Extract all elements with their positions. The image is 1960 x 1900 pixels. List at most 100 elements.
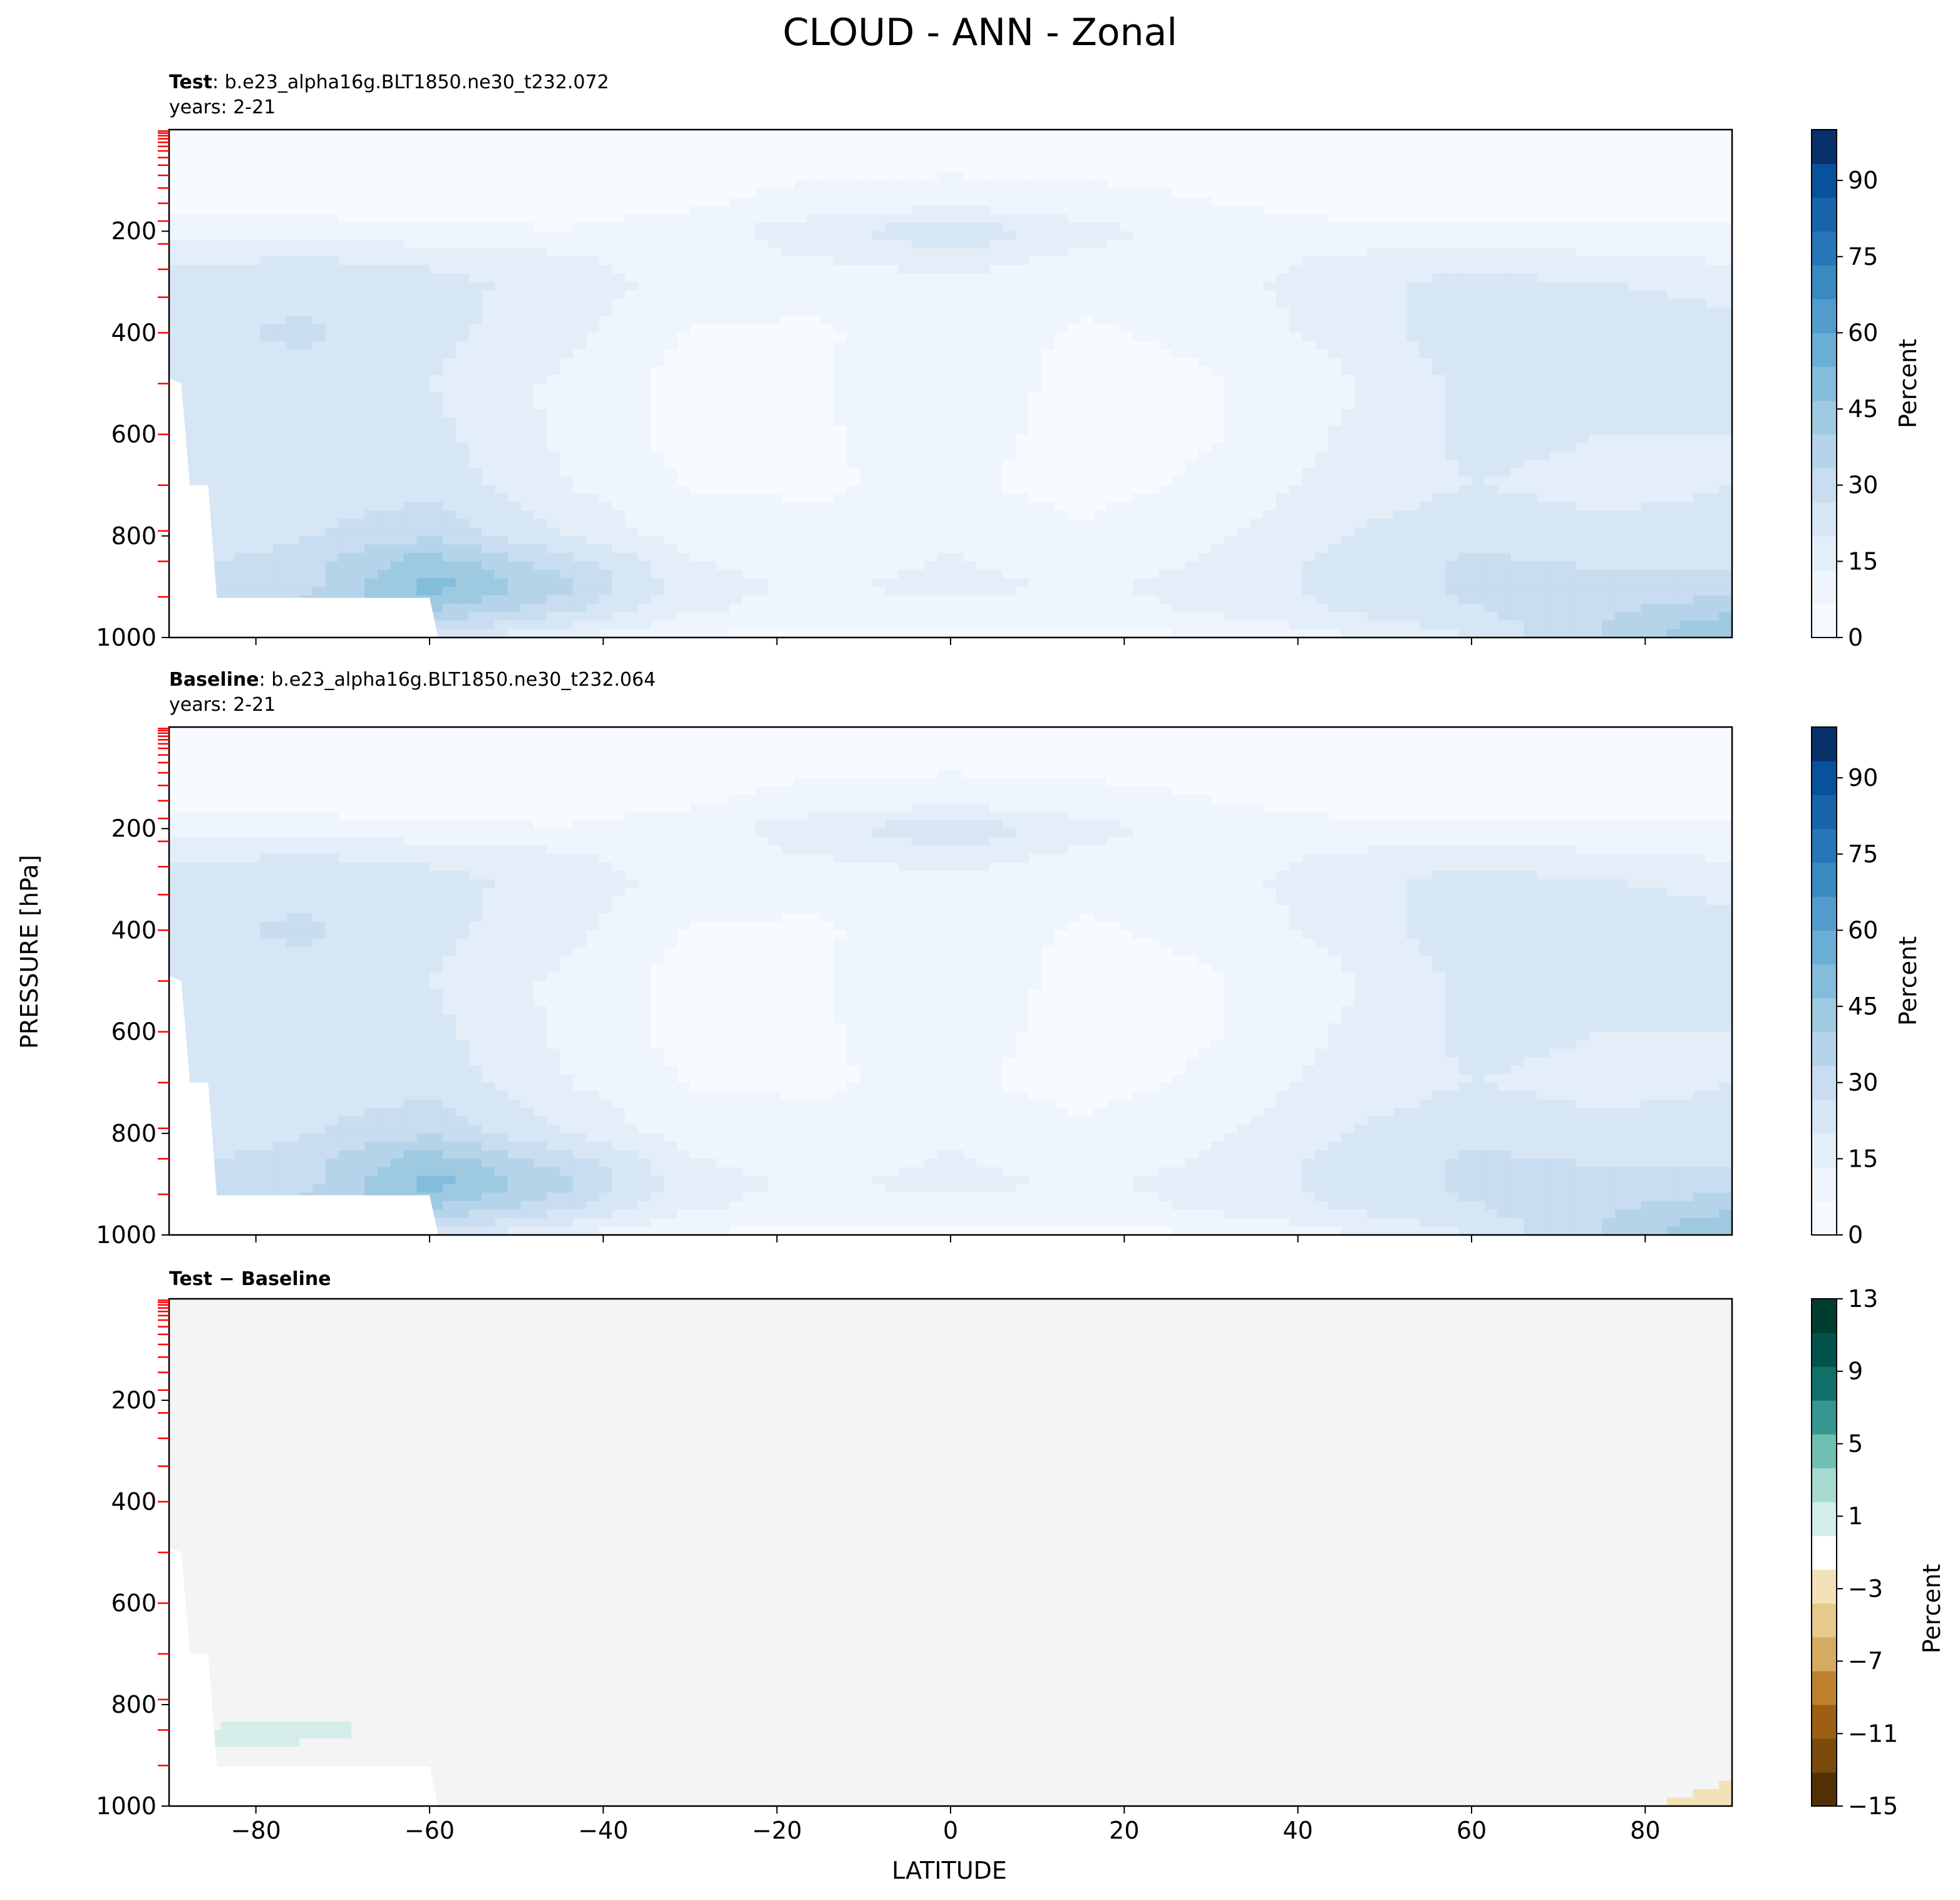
contour-cell [1693, 383, 1706, 393]
contour-cell [1224, 460, 1238, 469]
contour-cell [1028, 349, 1043, 359]
contour-cell [430, 374, 443, 385]
contour-cell [599, 248, 612, 257]
contour-cell [1510, 265, 1524, 274]
contour-cell [677, 273, 691, 282]
contour-cell [1445, 155, 1459, 164]
contour-cell [247, 239, 261, 249]
contour-cell [1497, 374, 1511, 385]
contour-cell [416, 426, 430, 435]
contour-cell [1120, 188, 1133, 198]
contour-cell [1302, 409, 1316, 418]
contour-cell [312, 417, 326, 426]
contour-cell [794, 341, 808, 351]
contour-cell [260, 383, 274, 393]
contour-cell [859, 205, 873, 215]
contour-cell [755, 130, 769, 139]
contour-cell [247, 155, 261, 164]
contour-cell [1224, 188, 1238, 198]
contour-cell [572, 307, 587, 316]
contour-cell [1484, 180, 1498, 190]
contour-cell [963, 400, 977, 410]
contour-cell [1693, 468, 1706, 477]
contour-cell [1041, 180, 1055, 190]
contour-cell [1693, 460, 1706, 469]
contour-cell [247, 231, 261, 240]
contour-cell [1158, 248, 1173, 257]
contour-cell [507, 307, 522, 316]
contour-cell [989, 341, 1003, 351]
contour-cell [299, 324, 313, 333]
contour-cell [1198, 374, 1212, 385]
contour-cell [1614, 468, 1629, 477]
contour-cell [742, 400, 756, 410]
contour-cell [1576, 374, 1589, 385]
contour-cell [625, 366, 639, 376]
contour-cell [781, 299, 795, 308]
contour-cell [1158, 392, 1173, 401]
contour-cell [768, 239, 782, 249]
contour-cell [1537, 163, 1550, 173]
contour-cell [1093, 341, 1108, 351]
contour-cell [1003, 290, 1016, 299]
contour-cell [1041, 197, 1055, 207]
contour-cell [1562, 400, 1576, 410]
contour-cell [963, 282, 977, 291]
contour-cell [755, 163, 769, 173]
contour-cell [377, 214, 391, 224]
contour-cell [807, 443, 821, 452]
contour-cell [1003, 316, 1016, 325]
contour-cell [1458, 349, 1472, 359]
contour-cell [1576, 290, 1589, 299]
contour-cell [1367, 417, 1381, 426]
contour-cell [1224, 383, 1238, 393]
contour-cell [859, 333, 873, 342]
contour-cell [1328, 138, 1342, 147]
contour-cell [364, 400, 378, 410]
contour-cell [794, 383, 808, 393]
contour-cell [1120, 155, 1133, 164]
contour-cell [1341, 147, 1355, 156]
contour-cell [1289, 265, 1303, 274]
contour-cell [208, 282, 222, 291]
contour-cell [1120, 333, 1133, 342]
contour-cell [690, 180, 704, 190]
contour-cell [1146, 256, 1160, 266]
contour-cell [1354, 222, 1368, 232]
contour-cell [651, 383, 664, 393]
contour-cell [1393, 248, 1407, 257]
contour-cell [1706, 239, 1720, 249]
contour-cell [1106, 239, 1120, 249]
contour-cell [221, 222, 235, 232]
contour-cell [781, 147, 795, 156]
contour-cell [1667, 392, 1681, 401]
contour-cell [989, 256, 1003, 266]
contour-cell [1328, 443, 1342, 452]
contour-cell [390, 358, 404, 368]
contour-cell [859, 180, 873, 190]
contour-cell [1003, 366, 1016, 376]
contour-cell [1537, 426, 1550, 435]
contour-cell [1445, 231, 1459, 240]
contour-cell [690, 400, 704, 410]
contour-cell [1093, 273, 1108, 282]
contour-cell [416, 392, 430, 401]
contour-cell [468, 358, 482, 368]
contour-cell [1224, 374, 1238, 385]
contour-cell [312, 349, 326, 359]
contour-cell [1472, 316, 1485, 325]
contour-cell [664, 383, 678, 393]
contour-cell [1510, 130, 1524, 139]
contour-cell [872, 239, 886, 249]
contour-cell [768, 383, 782, 393]
contour-cell [1654, 222, 1668, 232]
contour-cell [1003, 273, 1016, 282]
contour-cell [247, 333, 261, 342]
contour-cell [572, 460, 587, 469]
contour-cell [1562, 341, 1576, 351]
contour-cell [455, 374, 469, 385]
contour-cell [325, 366, 339, 376]
contour-cell [1380, 316, 1394, 325]
contour-cell [1093, 231, 1108, 240]
contour-cell [1589, 180, 1602, 190]
